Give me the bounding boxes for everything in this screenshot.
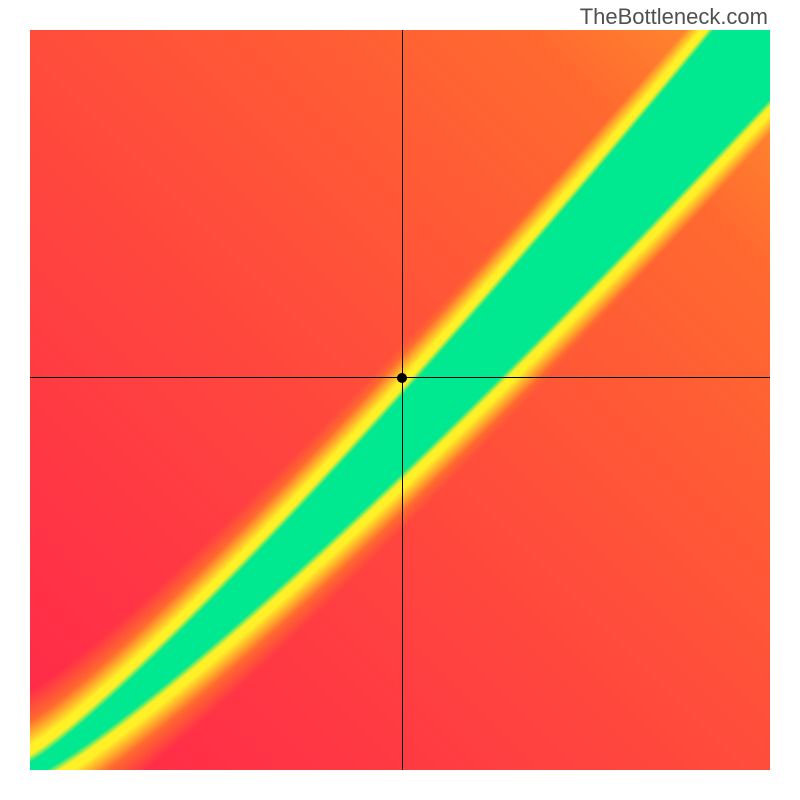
crosshair-vertical (402, 30, 403, 770)
chart-container: TheBottleneck.com (0, 0, 800, 800)
plot-area (30, 30, 770, 770)
watermark-text: TheBottleneck.com (580, 4, 768, 30)
heatmap-canvas (30, 30, 770, 770)
marker-dot (397, 373, 407, 383)
